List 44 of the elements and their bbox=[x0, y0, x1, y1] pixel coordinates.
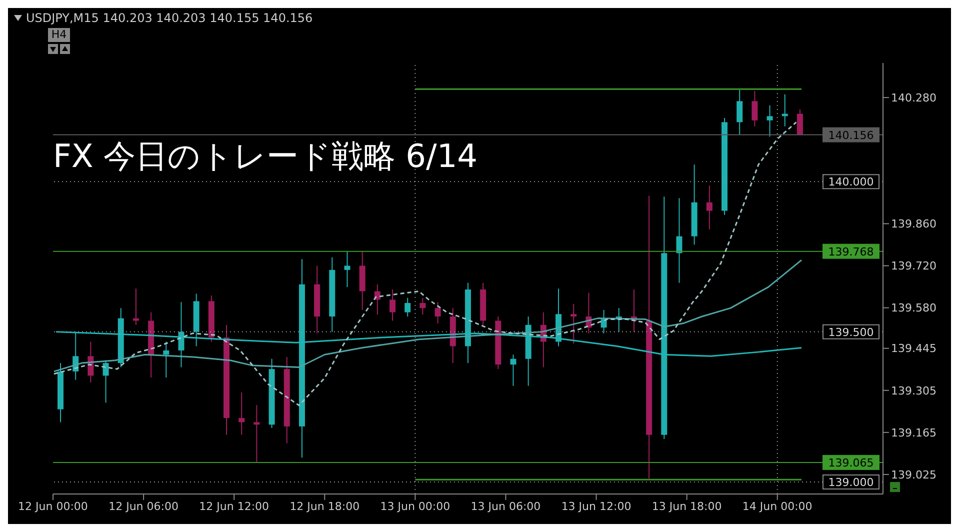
candlestick bbox=[766, 104, 773, 138]
candlestick bbox=[600, 309, 607, 334]
candlestick bbox=[404, 297, 411, 317]
candlestick bbox=[570, 303, 577, 344]
y-tick-label: 139.720 bbox=[891, 260, 936, 273]
ref-line-label: 139.000 bbox=[828, 476, 874, 489]
candlestick bbox=[254, 404, 260, 462]
x-tick-label: 12 Jun 18:00 bbox=[290, 500, 360, 513]
candlestick bbox=[390, 288, 396, 322]
text: FX 今日のトレード戦略 6/14 bbox=[53, 137, 478, 175]
x-tick-label: 13 Jun 00:00 bbox=[380, 500, 450, 513]
y-tick-label: 139.305 bbox=[891, 384, 936, 398]
candlestick bbox=[706, 185, 712, 230]
candlestick bbox=[676, 198, 682, 284]
ref-line-label: 139.065 bbox=[828, 456, 874, 470]
text: USDJPY,M15 140.203 140.203 140.155 140.156 bbox=[26, 11, 313, 25]
candlestick bbox=[796, 109, 803, 136]
y-tick-label: 139.445 bbox=[891, 342, 936, 356]
ref-line-label: 140.156 bbox=[828, 128, 874, 142]
y-tick-label: 140.280 bbox=[891, 91, 936, 104]
candlestick bbox=[510, 354, 516, 386]
ref-line-label: 139.768 bbox=[828, 245, 874, 258]
candlestick bbox=[102, 360, 109, 404]
candlestick bbox=[238, 392, 245, 436]
candlestick bbox=[752, 90, 758, 127]
y-tick-label: 139.165 bbox=[891, 426, 936, 440]
candlestick bbox=[344, 250, 350, 288]
candlestick bbox=[434, 302, 441, 324]
x-tick-label: 13 Jun 12:00 bbox=[561, 500, 632, 513]
x-tick-label: 12 Jun 12:00 bbox=[199, 500, 270, 513]
candlestick bbox=[736, 90, 743, 136]
text: H4 bbox=[48, 28, 70, 42]
x-tick-label: 13 Jun 06:00 bbox=[470, 500, 541, 513]
y-tick-label: 139.580 bbox=[891, 302, 936, 315]
ref-line-label: 139.500 bbox=[828, 326, 874, 339]
candlestick bbox=[420, 297, 426, 316]
y-tick-label: 139.025 bbox=[891, 468, 936, 482]
candlestick bbox=[163, 341, 170, 378]
x-tick-label: 14 Jun 00:00 bbox=[742, 500, 812, 513]
x-tick-label: 12 Jun 06:00 bbox=[108, 500, 178, 513]
ref-line-label: 140.000 bbox=[828, 176, 874, 189]
y-tick-label: 139.860 bbox=[891, 218, 936, 231]
x-tick-label: 13 Jun 18:00 bbox=[652, 500, 722, 513]
x-tick-label: 12 Jun 00:00 bbox=[18, 500, 88, 513]
